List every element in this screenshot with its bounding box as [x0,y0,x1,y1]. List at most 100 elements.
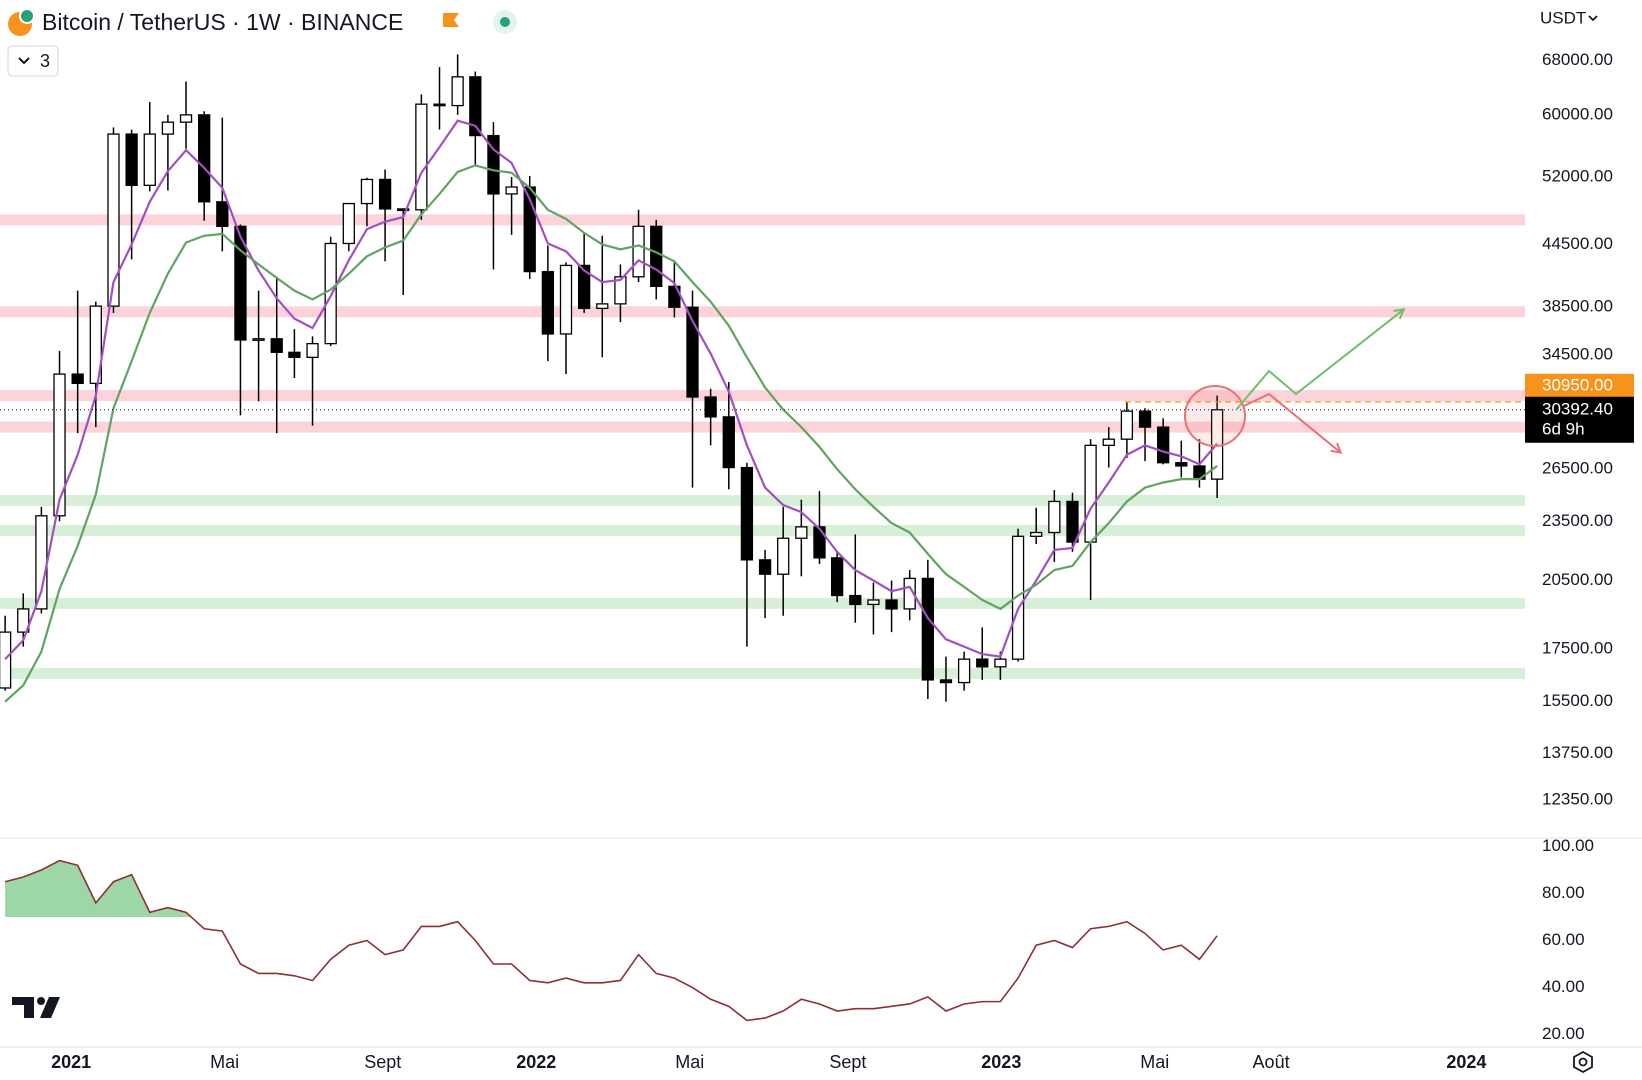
candle-body-up [614,276,627,305]
y-tick-label: 15500.00 [1542,691,1613,710]
x-tick-label: Sept [364,1052,401,1072]
overlays [0,119,1525,1022]
candle-body-up [17,608,30,633]
candle-body-down [487,134,500,195]
currency-selector[interactable]: USDT [1540,8,1598,27]
candle-body-down [288,351,301,358]
flag-icon[interactable] [443,13,459,27]
x-tick-label: 2021 [51,1052,91,1072]
candle-body-down [704,396,717,418]
zone [0,214,1525,226]
last-price-box [1525,396,1634,443]
candle-body-down [1157,426,1170,464]
candle-body-down [216,201,229,227]
x-tick-label: 2023 [981,1052,1021,1072]
x-tick-label: Mai [675,1052,704,1072]
candle-body-down [976,658,989,668]
settings-icon[interactable] [1573,1050,1593,1074]
tradingview-logo[interactable] [12,997,60,1018]
x-tick-label: Mai [210,1052,239,1072]
logo-t [12,997,34,1018]
y-tick-label: 34500.00 [1542,344,1613,363]
y-tick-label: 52000.00 [1542,166,1613,185]
candle-body-up [360,178,374,205]
settings-icon-center [1578,1057,1588,1067]
y-tick-label: 100.00 [1542,836,1594,855]
currency-chevron [1588,15,1598,22]
candles [0,54,1224,702]
overbought-fill [5,860,1218,917]
candle-body-down [1066,500,1079,543]
candle-body-up [53,373,66,517]
y-tick-label: 13750.00 [1542,743,1613,762]
y-tick-label: 26500.00 [1542,459,1613,478]
candle-body-up [324,242,337,345]
candle-body-down [198,114,211,203]
candle-body-down [722,416,735,469]
candle-body-up [795,526,808,539]
candle-body-down [1175,462,1188,467]
candle-body-up [777,537,790,575]
alert-price-label: 30950.00 [1542,375,1613,394]
last-price-label: 30392.40 [1542,399,1613,418]
candle-body-up [306,342,319,358]
candle-body-down [541,270,555,335]
candle-body-up [1030,531,1043,537]
zone [0,495,1525,507]
candle-body-up [342,202,355,245]
y-tick-label: 20.00 [1542,1024,1585,1043]
bearish-arrow [1243,392,1340,452]
y-tick-label: 38500.00 [1542,297,1613,316]
candle-body-down [433,103,446,107]
zone [0,421,1525,433]
settings-button[interactable] [1573,1050,1593,1074]
candle-body-up [1120,410,1134,440]
candle-body-down [813,526,826,559]
zone [0,667,1525,679]
logo-v [40,997,60,1018]
candle-body-down [469,76,482,137]
x-tick-label: Sept [829,1052,866,1072]
y-tick-label: 60000.00 [1542,104,1613,123]
zone [0,597,1525,609]
bullish-arrow [1235,310,1403,411]
zone [0,306,1525,318]
symbol-header[interactable]: Bitcoin / TetherUS · 1W · BINANCE [8,8,517,36]
candle-body-up [1084,444,1097,543]
y-tick-label: 20500.00 [1542,570,1613,589]
y-tick-label: 44500.00 [1542,234,1613,253]
zone [0,390,1525,402]
alert-price-box [1525,373,1634,398]
candle-body-up [451,76,464,107]
candle-body-up [559,264,573,335]
status-dot [500,17,510,27]
indicator-count: 3 [40,51,50,71]
candle-body-up [632,225,645,278]
candle-body-up [1011,535,1025,660]
candle-body-down [1138,410,1152,428]
y-tick-label: 40.00 [1542,977,1585,996]
toggle-box[interactable] [7,45,59,77]
candle-body-up [0,631,12,689]
candle-body-up [89,305,102,385]
candle-body-up [143,133,156,186]
x-tick-label: 2024 [1446,1052,1486,1072]
candle-body-up [867,599,880,606]
candle-body-up [179,114,193,123]
candle-body-up [161,121,175,135]
currency[interactable]: USDT [1540,8,1586,27]
logo-dot [37,997,45,1005]
candle-body-down [921,577,934,681]
rsi-line [4,859,1218,1022]
candle-body-down [650,225,663,288]
candle-body-down [830,557,844,597]
usdt-icon [19,8,35,24]
candle-body-down [270,338,283,353]
indicators-toggle[interactable]: 3 [7,45,59,77]
candle-body-down [758,559,772,575]
x-tick-label: Août [1253,1052,1290,1072]
zone [0,525,1525,537]
candle-body-up [1102,438,1115,446]
candle-body-up [957,658,971,684]
